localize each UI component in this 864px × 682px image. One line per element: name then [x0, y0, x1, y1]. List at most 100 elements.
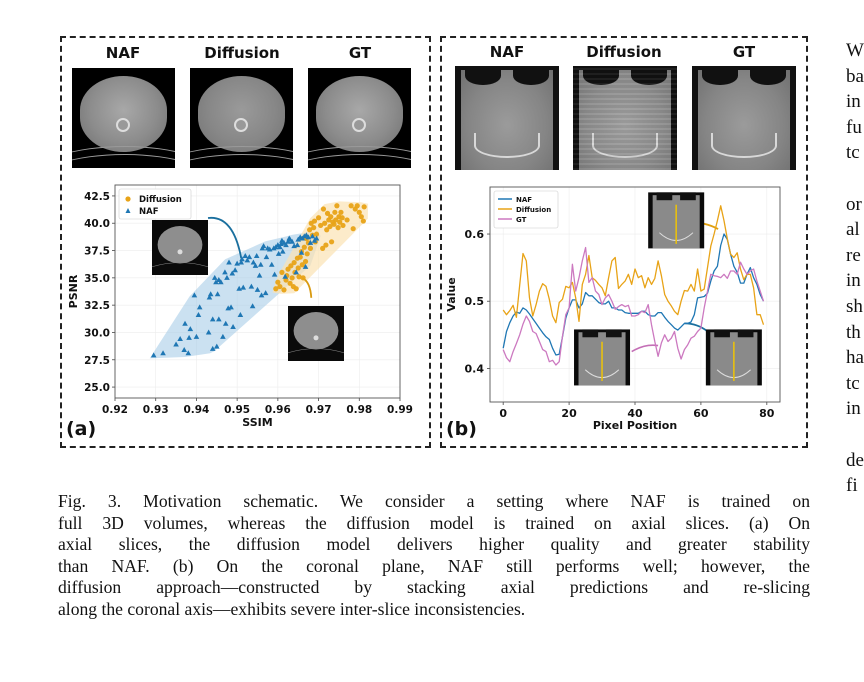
diffusion-point	[295, 265, 301, 271]
naf-axial-inset	[151, 220, 209, 275]
naf-point	[211, 274, 218, 280]
y-tick-label: 32.5	[84, 300, 110, 312]
naf-region-fill	[149, 232, 321, 359]
diffusion-point	[293, 286, 299, 292]
diffusion-point	[304, 251, 310, 257]
naf-point	[298, 249, 305, 255]
legend-box	[118, 188, 192, 220]
naf-point	[228, 304, 234, 310]
naf-point	[214, 291, 221, 297]
diffusion-point	[289, 275, 295, 281]
diffusion-point	[281, 287, 287, 293]
y-tick-label: 35.0	[84, 273, 110, 285]
naf-point	[258, 292, 265, 298]
diffusion-point	[313, 231, 320, 237]
gt-coronal-inset	[574, 329, 631, 386]
diffusion-point	[315, 215, 322, 221]
y-tick-label: 27.5	[84, 355, 110, 367]
diffusion-point	[332, 209, 338, 215]
x-tick-label: 0.94	[183, 404, 209, 416]
naf-point	[226, 259, 232, 265]
y-tick-label: 42.5	[84, 191, 110, 203]
axial-image-naf	[72, 68, 175, 168]
diffusion-point	[307, 227, 313, 233]
y-tick-label: 30.0	[84, 327, 110, 339]
diffusion-coronal-inset	[648, 192, 705, 249]
line-diffusion	[502, 205, 765, 325]
naf-point	[275, 250, 282, 256]
y-tick-label: 0.4	[465, 362, 485, 375]
panel-a-label: (a)	[66, 418, 97, 440]
diffusion-point	[331, 221, 337, 227]
caption-line: axial slices, the diffusion model delive…	[58, 534, 810, 554]
axial-title-gt: GT	[348, 44, 372, 62]
gt-coronal-inset-lung	[605, 329, 622, 338]
ssim-psnr-scatter-chart: 0.92 0.93 0.94 0.95 0.96 0.97 0.98 0.99 25.0 27.5…	[67, 184, 413, 429]
naf-point	[196, 304, 203, 310]
diffusion-coronal-inset-lung	[656, 192, 673, 201]
diffusion-point	[322, 220, 328, 226]
naf-point	[282, 273, 288, 279]
y-tick-label: 0.5	[465, 295, 485, 308]
naf-point	[195, 311, 202, 317]
diffusion-point	[301, 244, 307, 250]
x-tick-label: 0.98	[346, 404, 372, 416]
naf-point	[213, 279, 219, 285]
naf-point	[249, 303, 256, 309]
axial-title-diffusion: Diffusion	[204, 44, 280, 62]
diffusion-point	[300, 275, 306, 281]
naf-point	[248, 283, 255, 289]
y-tick-label: 37.5	[84, 246, 110, 258]
naf-point	[222, 320, 229, 326]
naf-point	[283, 242, 289, 248]
x-tick-label: 80	[759, 407, 775, 420]
diffusion-point	[273, 286, 279, 292]
diffusion-point	[360, 218, 366, 224]
naf-point	[309, 233, 316, 239]
line-naf	[502, 233, 765, 356]
diffusion-point	[356, 209, 362, 215]
naf-point	[313, 235, 320, 241]
axial-image-gt	[308, 68, 411, 168]
diffusion-point	[340, 222, 346, 229]
legend-label-diffusion: Diffusion	[516, 206, 551, 214]
diffusion-point	[350, 226, 356, 232]
naf-point	[160, 350, 166, 356]
diffusion-point	[333, 217, 339, 223]
naf-point	[222, 269, 228, 275]
x-tick-label: 0.95	[224, 404, 250, 416]
diffusion-point	[323, 242, 329, 248]
diffusion-point	[307, 245, 314, 251]
caption-line: than NAF. (b) On the coronal plane, NAF …	[58, 555, 810, 576]
legend-marker-diffusion	[125, 196, 131, 202]
naf-point	[253, 253, 260, 258]
legend-label-gt: GT	[516, 216, 527, 224]
diffusion-point	[327, 223, 333, 230]
naf-point	[244, 257, 251, 263]
naf-point	[257, 261, 264, 267]
naf-point	[182, 320, 188, 326]
panel-b-label: (b)	[446, 418, 477, 440]
naf-point	[232, 267, 238, 273]
naf-point	[279, 248, 286, 254]
gt-coronal-inset-lung	[582, 329, 599, 338]
y-tick-label: 0.6	[465, 228, 485, 241]
diffusion-point	[311, 225, 317, 231]
naf-point	[256, 272, 263, 278]
diffusion-point	[297, 254, 303, 260]
naf-point	[277, 244, 283, 250]
diffusion-point	[277, 283, 283, 290]
naf-point	[187, 326, 194, 332]
diffusion-point	[324, 227, 330, 233]
naf-point	[177, 336, 183, 342]
coronal-image-diffusion	[573, 66, 677, 170]
legend-marker-naf	[125, 208, 131, 213]
naf-point	[209, 345, 216, 351]
axes-frame	[114, 184, 401, 399]
diffusion-point	[320, 245, 326, 251]
diffusion-axial-inset-body	[293, 312, 339, 350]
naf-point	[293, 269, 299, 275]
diffusion-axial-inset-ring	[287, 348, 345, 354]
axial-title-naf: NAF	[105, 44, 141, 62]
legend-label-naf: NAF	[516, 196, 532, 204]
